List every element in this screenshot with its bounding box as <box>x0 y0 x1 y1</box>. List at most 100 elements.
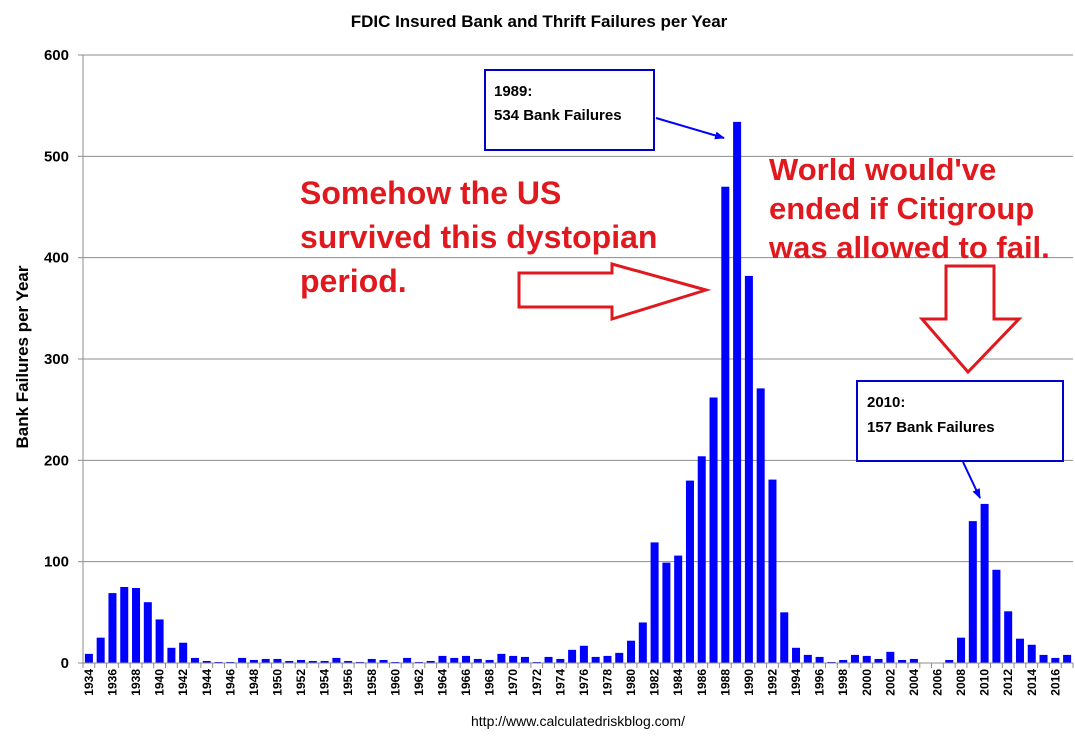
bar-1966 <box>462 655 471 663</box>
bar-2004 <box>909 658 918 663</box>
bar-1984 <box>674 555 683 663</box>
bar-1951 <box>285 660 294 663</box>
bar-1981 <box>638 622 647 663</box>
bar-1995 <box>803 654 812 663</box>
x-tick-label-1978: 1978 <box>600 669 614 696</box>
bar-1998 <box>839 659 848 663</box>
down-block-arrow <box>918 264 1023 375</box>
bar-1967 <box>473 658 482 663</box>
y-tick-label-500: 500 <box>44 148 69 165</box>
x-tick-label-1990: 1990 <box>742 669 756 696</box>
bar-1987 <box>709 397 718 663</box>
annotation-citigroup-line-1: World would've <box>769 152 996 187</box>
right-block-arrow <box>517 262 712 322</box>
callout-2010-box <box>856 380 1064 462</box>
callout-1989-arrow <box>655 117 725 140</box>
bar-2001 <box>874 658 883 663</box>
x-tick-label-1964: 1964 <box>435 669 449 696</box>
bar-1977 <box>591 656 600 663</box>
bar-1976 <box>579 645 588 663</box>
bar-1997 <box>827 661 836 663</box>
bar-1934 <box>84 653 93 663</box>
bar-2011 <box>992 569 1001 663</box>
x-tick-label-1976: 1976 <box>577 669 591 696</box>
source-url: http://www.calculatedriskblog.com/ <box>471 713 685 729</box>
x-tick-label-1966: 1966 <box>459 669 473 696</box>
x-tick-label-2006: 2006 <box>930 669 944 696</box>
x-tick-label-2002: 2002 <box>883 669 897 696</box>
callout-2010-line-1: 2010: <box>867 394 905 411</box>
bar-1986 <box>697 456 706 663</box>
x-axis-ticks: 1934 1936 1938 1940 1942 1944 1946 1948 1950 1952… <box>82 663 1074 696</box>
x-tick-label-1952: 1952 <box>294 669 308 696</box>
annotation-citigroup: World would've ended if Citigroup was al… <box>768 152 1050 265</box>
x-tick-label-1940: 1940 <box>153 669 167 696</box>
annotation-survived-line-2: survived this dystopian <box>300 219 657 255</box>
bar-1944 <box>202 660 211 663</box>
bar-1961 <box>403 657 412 663</box>
x-tick-label-1942: 1942 <box>176 669 190 696</box>
bar-2015 <box>1039 654 1048 663</box>
bar-1947 <box>238 657 247 663</box>
x-tick-label-1980: 1980 <box>624 669 638 696</box>
bar-1960 <box>391 661 400 663</box>
bar-1992 <box>768 479 777 663</box>
bar-2002 <box>886 651 895 663</box>
x-tick-label-2014: 2014 <box>1025 669 1039 696</box>
bar-1993 <box>780 612 789 663</box>
bar-1935 <box>96 637 105 663</box>
bar-2012 <box>1004 611 1013 663</box>
bar-1950 <box>273 658 282 663</box>
bar-2003 <box>898 659 907 663</box>
y-tick-label-100: 100 <box>44 554 69 571</box>
bar-1959 <box>379 659 388 663</box>
bar-1949 <box>261 658 270 663</box>
bar-1956 <box>344 660 353 663</box>
x-tick-label-1946: 1946 <box>223 669 237 696</box>
y-tick-label-600: 600 <box>44 47 69 64</box>
bar-2013 <box>1015 638 1024 663</box>
bar-2014 <box>1027 644 1036 663</box>
x-tick-label-1970: 1970 <box>506 669 520 696</box>
x-tick-label-1988: 1988 <box>718 669 732 696</box>
bar-2016 <box>1051 657 1060 663</box>
bar-1948 <box>249 659 258 663</box>
bar-1940 <box>155 619 164 663</box>
y-tick-label-300: 300 <box>44 351 69 368</box>
bar-1943 <box>190 657 199 663</box>
x-tick-label-1984: 1984 <box>671 669 685 696</box>
x-tick-label-2010: 2010 <box>978 669 992 696</box>
x-tick-label-1950: 1950 <box>270 669 284 696</box>
annotation-survived-line-3: period. <box>300 263 407 299</box>
annotation-citigroup-line-2: ended if Citigroup <box>769 191 1034 226</box>
bar-1939 <box>143 602 152 663</box>
x-tick-label-2004: 2004 <box>907 669 921 696</box>
y-tick-label-0: 0 <box>61 655 69 672</box>
callout-1989-line-2: 534 Bank Failures <box>494 107 622 124</box>
bar-1938 <box>132 588 141 663</box>
x-tick-label-2016: 2016 <box>1048 669 1062 696</box>
x-tick-label-1938: 1938 <box>129 669 143 696</box>
bar-1969 <box>497 653 506 663</box>
bar-1973 <box>544 656 553 663</box>
x-tick-label-1962: 1962 <box>412 669 426 696</box>
gridlines <box>83 54 1073 563</box>
x-tick-label-2008: 2008 <box>954 669 968 696</box>
x-tick-label-1992: 1992 <box>765 669 779 696</box>
x-tick-label-1948: 1948 <box>247 669 261 696</box>
bar-1963 <box>426 660 435 663</box>
bar-1979 <box>615 652 624 663</box>
y-axis-ticks: 0 100 200 300 400 500 600 <box>44 47 83 672</box>
x-tick-label-1998: 1998 <box>836 669 850 696</box>
bar-2000 <box>862 655 871 663</box>
annotation-citigroup-line-3: was allowed to fail. <box>768 230 1050 265</box>
bar-1965 <box>450 657 459 663</box>
bar-1970 <box>509 655 518 663</box>
x-tick-label-1986: 1986 <box>695 669 709 696</box>
bar-1957 <box>355 661 364 663</box>
bar-1980 <box>627 640 636 663</box>
chart-title: FDIC Insured Bank and Thrift Failures pe… <box>351 12 728 31</box>
bar-1971 <box>520 656 529 663</box>
bar-1999 <box>850 654 859 663</box>
